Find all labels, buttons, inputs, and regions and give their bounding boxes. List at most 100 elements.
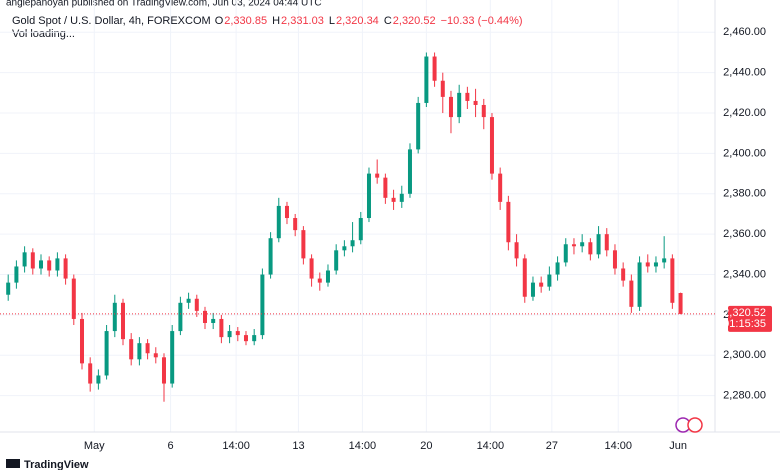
- y-tick-label: 2,440.00: [723, 67, 766, 79]
- candle-body: [55, 258, 60, 271]
- y-tick-label: 2,280.00: [723, 390, 766, 402]
- candle-body: [612, 250, 617, 269]
- candle-body: [596, 234, 601, 255]
- candle-body: [153, 353, 158, 358]
- candle-body: [555, 262, 560, 275]
- brand-logo: [6, 459, 20, 468]
- candle-body: [662, 258, 667, 263]
- candle-body: [571, 244, 576, 247]
- x-tick-label: 13: [292, 440, 304, 452]
- candle-body: [465, 92, 470, 101]
- x-tick-label: 14:00: [222, 440, 250, 452]
- candle-body: [260, 274, 265, 336]
- candle-body: [30, 252, 35, 269]
- candle-body: [79, 318, 84, 364]
- candle-body: [448, 96, 453, 118]
- candle-body: [120, 302, 125, 340]
- candle-body: [38, 260, 43, 269]
- candle-body: [301, 230, 306, 259]
- candle-body: [629, 280, 634, 307]
- candle-body: [358, 218, 363, 241]
- candle-body: [653, 262, 658, 267]
- candle-body: [440, 80, 445, 97]
- y-tick-label: 2,300.00: [723, 349, 766, 361]
- candle-body: [580, 242, 585, 247]
- candle-body: [178, 302, 183, 332]
- candle-body: [645, 262, 650, 267]
- candle-body: [211, 318, 216, 323]
- candle-body: [399, 193, 404, 202]
- candle-body: [547, 274, 552, 287]
- candle-body: [6, 282, 11, 295]
- candle-body: [96, 375, 101, 384]
- candle-body: [498, 173, 503, 202]
- candle-body: [317, 278, 322, 283]
- x-tick-label: Jun: [669, 440, 687, 452]
- candle-body: [457, 92, 462, 118]
- candle-body: [227, 331, 232, 338]
- legend-value: 2,330.85: [224, 15, 267, 27]
- flag-icon[interactable]: [687, 417, 703, 433]
- candle-body: [284, 205, 289, 219]
- candle-body: [47, 260, 52, 271]
- candle-body: [563, 244, 568, 263]
- y-tick-label: 2,420.00: [723, 107, 766, 119]
- candle-body: [489, 117, 494, 174]
- candle-body: [235, 331, 240, 336]
- candle-body: [375, 173, 380, 178]
- candle-body: [637, 262, 642, 307]
- candle-body: [14, 266, 19, 283]
- last-price-box: [728, 305, 772, 332]
- candle-body: [604, 234, 609, 251]
- legend-change: −10.33 (−0.44%): [441, 15, 523, 27]
- x-tick-label: May: [84, 440, 105, 452]
- y-tick-label: 2,460.00: [723, 26, 766, 38]
- y-tick-label: 2,340.00: [723, 268, 766, 280]
- candle-body: [243, 335, 248, 342]
- candle-body: [432, 56, 437, 81]
- candle-body: [268, 238, 273, 275]
- candle-body: [88, 363, 93, 384]
- candle-body: [325, 270, 330, 283]
- legend-key: L: [329, 15, 335, 27]
- candle-body: [137, 343, 142, 360]
- candle-body: [104, 331, 109, 376]
- x-tick-label: 20: [420, 440, 432, 452]
- candle-body: [539, 282, 544, 287]
- candle-body: [170, 331, 175, 384]
- candle-body: [621, 268, 626, 281]
- x-tick-label: 14:00: [349, 440, 377, 452]
- candle-body: [366, 173, 371, 219]
- candle-body: [506, 201, 511, 243]
- candle-body: [194, 298, 199, 311]
- legend-value: 2,331.03: [281, 15, 324, 27]
- countdown: 01:15:35: [723, 318, 766, 330]
- candle-body: [514, 242, 519, 259]
- y-tick-label: 2,400.00: [723, 147, 766, 159]
- candle-body: [129, 339, 134, 360]
- last-price-label: 2,320.52: [723, 307, 766, 319]
- candle-body: [473, 100, 478, 105]
- volume-note: Vol loading...: [12, 28, 75, 40]
- candle-body: [588, 242, 593, 255]
- candle-body: [383, 177, 388, 198]
- legend-value: 2,320.52: [393, 15, 436, 27]
- legend-key: C: [384, 15, 392, 27]
- legend-key: H: [272, 15, 280, 27]
- candle-body: [186, 298, 191, 303]
- candle-body: [293, 218, 298, 231]
- candle-body: [424, 56, 429, 103]
- y-tick-label: 2,360.00: [723, 228, 766, 240]
- candle-body: [678, 293, 683, 314]
- legend-value: 2,320.34: [336, 15, 379, 27]
- candle-body: [416, 102, 421, 150]
- legend-key: O: [215, 15, 224, 27]
- candle-body: [670, 258, 675, 303]
- y-tick-label: 2,380.00: [723, 188, 766, 200]
- candle-body: [22, 252, 27, 267]
- candle-body: [219, 318, 224, 338]
- x-tick-label: 6: [167, 440, 173, 452]
- x-tick-label: 27: [546, 440, 558, 452]
- candle-body: [112, 302, 117, 332]
